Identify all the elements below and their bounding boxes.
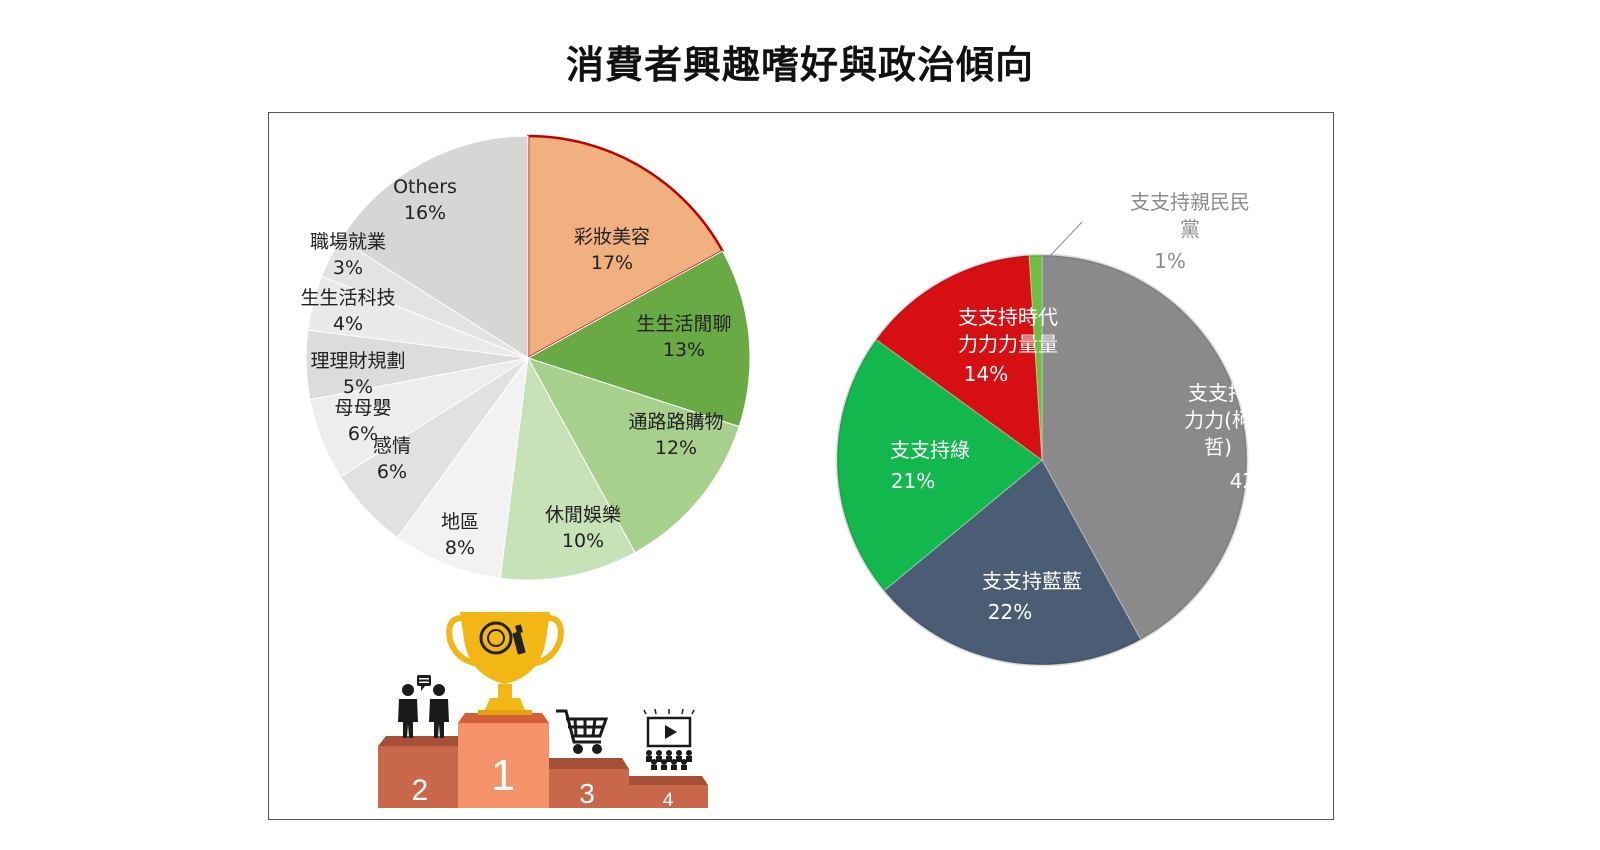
cinema-screen-icon: [644, 709, 694, 770]
interest-label-name-4: 地區: [441, 511, 479, 533]
interest-label-name-3: 休閒娛樂: [545, 504, 621, 526]
interest-label-value-5: 6%: [377, 461, 407, 483]
politics-label-2-line-0: 支支持綠: [890, 438, 970, 462]
podium-rank-2: 2: [412, 774, 429, 807]
interest-label-value-9: 3%: [333, 257, 363, 279]
politics-label-2: 支支持綠: [890, 438, 970, 462]
politics-label-4: 支支持親民民黨: [1130, 190, 1250, 241]
politics-value-3: 14%: [964, 362, 1008, 386]
pfp-leader-line: [1049, 222, 1082, 257]
podium-rank-1: 1: [491, 751, 515, 800]
podium-rank-4: 4: [663, 790, 674, 811]
interest-label-name-6: 母母嬰: [334, 397, 391, 419]
politics-value-4: 1%: [1154, 249, 1186, 273]
politics-value-2: 21%: [891, 469, 935, 493]
people-chatting-icon: [398, 675, 449, 738]
podium-3-top: [549, 758, 629, 769]
interest-label-value-2: 12%: [655, 437, 697, 459]
politics-label-4-line-1: 黨: [1180, 217, 1200, 241]
interest-label-name-7: 理理財規劃: [310, 350, 405, 372]
interest-label-value-10: 16%: [404, 202, 446, 224]
interest-label-value-4: 8%: [445, 537, 475, 559]
politics-label-0-line-0: 支支持: [1188, 381, 1248, 405]
politics-label-0-line-2: 哲): [1204, 435, 1232, 459]
politics-value-1: 22%: [988, 600, 1032, 624]
politics-value-0: 42%: [1230, 469, 1274, 493]
interest-label-value-8: 4%: [333, 313, 363, 335]
interest-label-value-1: 13%: [663, 339, 705, 361]
shopping-cart-icon: [556, 711, 606, 753]
politics-label-4-line-0: 支支持親民民: [1130, 190, 1250, 214]
politics-label-3-line-0: 支支持時代: [958, 305, 1058, 329]
podium-2-top: [378, 736, 462, 746]
politics-label-1-line-0: 支支持藍藍: [982, 569, 1082, 593]
interest-label-value-6: 6%: [348, 423, 378, 445]
podium-rank-3: 3: [579, 778, 595, 809]
trophy-icon: [449, 612, 561, 715]
interest-label-name-2: 通路路購物: [628, 411, 723, 433]
interest-label-value-3: 10%: [562, 530, 604, 552]
podium-4-top: [629, 776, 708, 785]
interest-label-name-5: 感情: [373, 435, 411, 457]
politics-label-1: 支支持藍藍: [982, 569, 1082, 593]
podium-illustration: 2 1 3 4: [378, 612, 708, 811]
interest-label-value-7: 5%: [343, 376, 373, 398]
politics-label-3-line-1: 力力力量量: [958, 332, 1058, 356]
interest-label-name-0: 彩妝美容: [574, 226, 650, 248]
interest-label-name-10: Others: [393, 176, 457, 198]
interest-label-name-8: 生生活科技: [300, 287, 395, 309]
politics-label-0-line-1: 力力(柯: [1184, 408, 1252, 432]
pfp-leader-segment: [1049, 222, 1082, 257]
interest-label-value-0: 17%: [591, 252, 633, 274]
interest-label-name-9: 職場就業: [310, 231, 386, 253]
interest-label-name-1: 生生活閒聊: [636, 313, 731, 335]
